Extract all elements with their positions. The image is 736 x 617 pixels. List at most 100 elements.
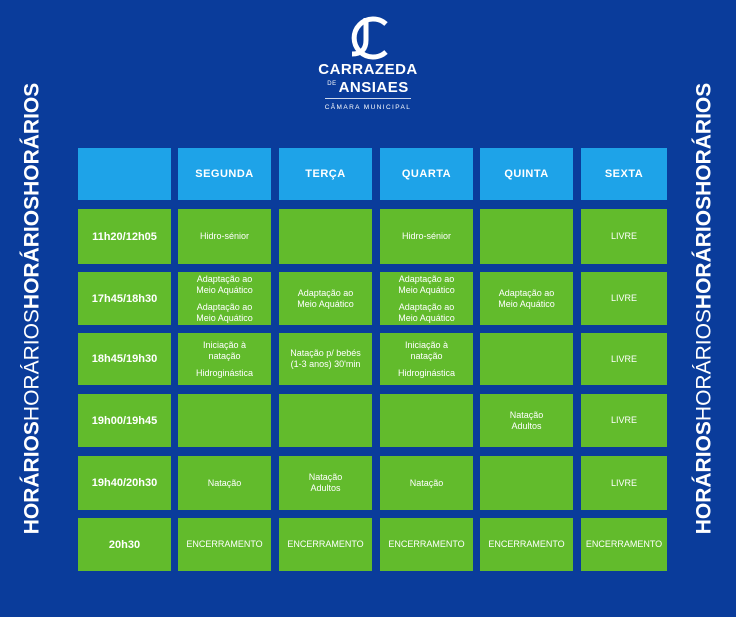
logo-de: DE	[327, 81, 337, 87]
activity-label: Adaptação ao Meio Aquático	[498, 287, 555, 309]
right-side-text: HORÁRIOSHORÁRIOSHORÁRIOSHORÁRIOS	[692, 82, 716, 535]
schedule-cell: Natação Adultos	[279, 456, 372, 510]
side-word: HORÁRIOS	[20, 82, 44, 196]
side-word: HORÁRIOS	[20, 421, 44, 535]
time-slot-label: 11h20/12h05	[92, 230, 157, 243]
schedule-cell: LIVRE	[581, 209, 667, 264]
schedule-cell: Adaptação ao Meio Aquático	[480, 272, 573, 325]
side-word: HORÁRIOS	[20, 195, 44, 310]
time-slot-label: 19h40/20h30	[91, 477, 158, 489]
time-slot-label: 18h45/19h30	[91, 353, 158, 365]
side-word: HORÁRIOS	[20, 309, 44, 422]
activity-label: Adaptação ao Meio Aquático	[398, 301, 455, 323]
time-slot-cell: 19h40/20h30	[78, 456, 171, 510]
day-header-label: SEGUNDA	[195, 168, 254, 180]
activity-label: Natação Adultos	[308, 472, 343, 493]
activity-label: ENCERRAMENTO	[585, 539, 663, 549]
day-header-label: SEXTA	[604, 168, 644, 180]
activity-label: Adaptação ao Meio Aquático	[297, 287, 354, 309]
day-header-label: QUINTA	[504, 168, 549, 180]
activity-label: Hidro-sénior	[199, 231, 250, 241]
time-slot-label: 20h30	[108, 538, 141, 551]
activity-label: Natação p/ bebés (1-3 anos) 30'min	[290, 348, 361, 369]
time-slot-cell: 20h30	[78, 518, 171, 571]
schedule-cell	[480, 209, 573, 264]
day-header-label: TERÇA	[305, 168, 346, 180]
activity-label: Hidroginástica	[397, 367, 456, 378]
municipality-logo: CARRAZEDA DE ANSIAES CÂMARA MUNICIPAL	[300, 14, 436, 114]
schedule-cell	[380, 394, 473, 447]
schedule-cell: LIVRE	[581, 333, 667, 385]
side-word: HORÁRIOS	[692, 421, 716, 535]
logo-subtitle: CÂMARA MUNICIPAL	[324, 104, 412, 111]
activity-label: Iniciação à natação	[202, 339, 247, 361]
right-side-banner: HORÁRIOSHORÁRIOSHORÁRIOSHORÁRIOS	[684, 0, 724, 617]
activity-label: LIVRE	[610, 293, 637, 303]
logo-line2: DE ANSIAES	[327, 77, 409, 95]
schedule-cell: ENCERRAMENTO	[380, 518, 473, 571]
schedule-cell: Adaptação ao Meio Aquático Adaptação ao M…	[178, 272, 271, 325]
day-header-1: SEGUNDA	[178, 148, 271, 200]
schedule-cell	[480, 333, 573, 385]
schedule-cell: ENCERRAMENTO	[480, 518, 573, 571]
day-header-4: QUINTA	[480, 148, 573, 200]
logo-c-mark-icon	[351, 16, 388, 60]
activity-label: Natação	[207, 477, 242, 488]
time-slot-cell: 11h20/12h05	[78, 209, 171, 264]
side-word: HORÁRIOS	[692, 195, 716, 310]
schedule-cell: Hidro-sénior	[380, 209, 473, 264]
activity-label: Natação Adultos	[509, 409, 544, 431]
logo-line1: CARRAZEDA	[318, 61, 418, 78]
activity-label: Adaptação ao Meio Aquático	[196, 273, 253, 295]
side-word: HORÁRIOS	[692, 82, 716, 196]
time-slot-cell: 17h45/18h30	[78, 272, 171, 325]
schedule-cell	[279, 209, 372, 264]
logo-divider	[325, 98, 411, 99]
day-header-label: QUARTA	[401, 168, 452, 180]
schedule-cell: Adaptação ao Meio Aquático	[279, 272, 372, 325]
schedule-cell: Natação	[178, 456, 271, 510]
activity-label: LIVRE	[610, 415, 637, 425]
time-slot-cell: 18h45/19h30	[78, 333, 171, 385]
time-slot-cell: 19h00/19h45	[78, 394, 171, 447]
schedule-cell: Adaptação ao Meio Aquático Adaptação ao M…	[380, 272, 473, 325]
schedule-cell	[279, 394, 372, 447]
schedule-cell	[480, 456, 573, 510]
left-side-banner: HORÁRIOSHORÁRIOSHORÁRIOSHORÁRIOS	[12, 0, 52, 617]
day-header-2: TERÇA	[279, 148, 372, 200]
activity-label: ENCERRAMENTO	[186, 539, 263, 549]
schedule-cell	[178, 394, 271, 447]
activity-label: Adaptação ao Meio Aquático	[398, 273, 455, 295]
activity-label: ENCERRAMENTO	[388, 539, 465, 549]
schedule-cell: LIVRE	[581, 456, 667, 510]
day-header-5: SEXTA	[581, 148, 667, 200]
schedule-cell: ENCERRAMENTO	[581, 518, 667, 571]
schedule-cell: ENCERRAMENTO	[279, 518, 372, 571]
activity-label: LIVRE	[610, 477, 637, 488]
activity-label: Natação	[409, 477, 444, 488]
schedule-cell: ENCERRAMENTO	[178, 518, 271, 571]
schedule-cell: Natação p/ bebés (1-3 anos) 30'min	[279, 333, 372, 385]
activity-label: Iniciação à natação	[404, 339, 449, 361]
activity-label: ENCERRAMENTO	[287, 539, 364, 549]
time-slot-label: 19h00/19h45	[91, 414, 158, 427]
activity-label: LIVRE	[610, 353, 637, 364]
schedule-cell: Natação	[380, 456, 473, 510]
activity-label: Adaptação ao Meio Aquático	[196, 301, 253, 323]
schedule-cell: LIVRE	[581, 394, 667, 447]
left-side-text: HORÁRIOSHORÁRIOSHORÁRIOSHORÁRIOS	[20, 82, 44, 535]
schedule-cell: Iniciação à natação Hidroginástica	[380, 333, 473, 385]
schedule-cell: Natação Adultos	[480, 394, 573, 447]
schedule-cell: Iniciação à natação Hidroginástica	[178, 333, 271, 385]
activity-label: Hidro-sénior	[401, 231, 452, 241]
activity-label: ENCERRAMENTO	[488, 539, 565, 549]
activity-label: LIVRE	[610, 231, 637, 241]
time-slot-label: 17h45/18h30	[91, 292, 158, 305]
schedule-cell: LIVRE	[581, 272, 667, 325]
logo-line2-text: ANSIAES	[338, 79, 409, 96]
schedule-cell: Hidro-sénior	[178, 209, 271, 264]
activity-label: Hidroginástica	[195, 367, 254, 378]
day-header-3: QUARTA	[380, 148, 473, 200]
side-word: HORÁRIOS	[692, 309, 716, 422]
table-corner	[78, 148, 171, 200]
